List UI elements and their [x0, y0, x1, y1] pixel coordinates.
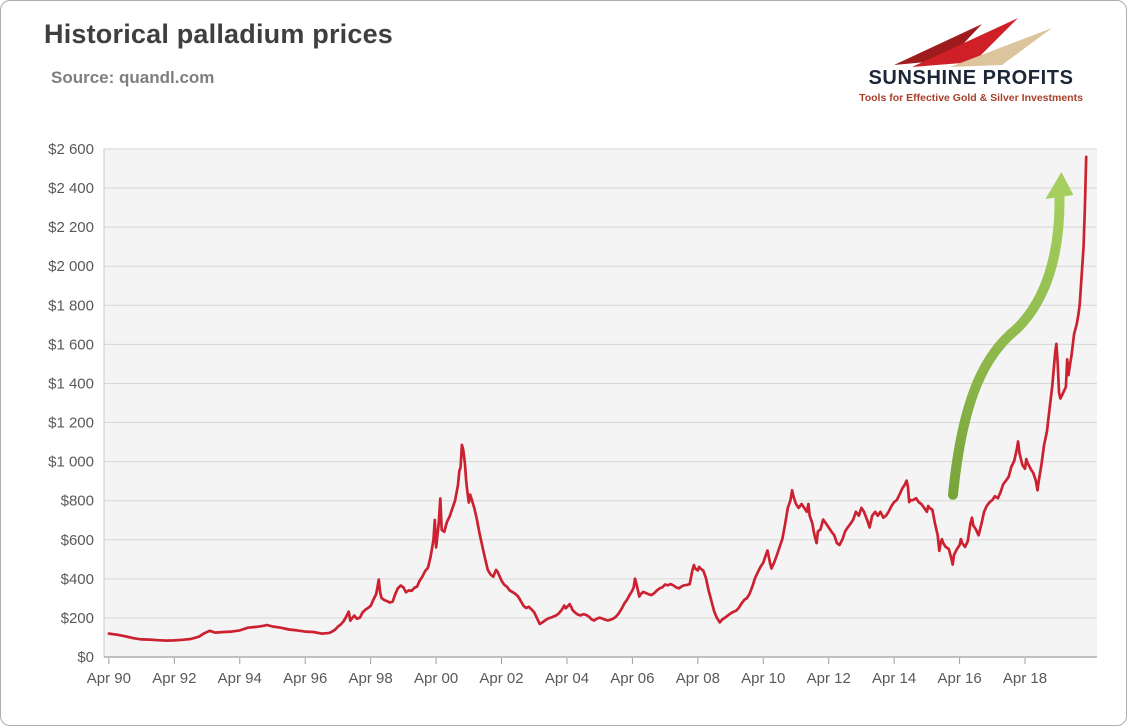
- logo-word-sunshine: SUNSHINE: [868, 67, 977, 89]
- x-tick-label: Apr 14: [872, 670, 916, 687]
- page-title: Historical palladium prices: [44, 19, 394, 49]
- logo-tagline: Tools for Effective Gold & Silver Invest…: [859, 92, 1083, 104]
- logo-bolt-red: [912, 18, 1018, 67]
- x-tick-label: Apr 04: [545, 670, 589, 687]
- y-tick-label: $1 200: [48, 415, 94, 432]
- x-tick-label: Apr 94: [218, 670, 262, 687]
- chart-area: $0 $200 $400 $600 $800 $1 000 $1 200 $1 400 $1 6…: [9, 133, 1109, 698]
- y-tick-label: $2 600: [48, 141, 94, 158]
- y-tick-label: $200: [61, 610, 94, 627]
- y-tick-label: $2 200: [48, 219, 94, 236]
- x-tick-label: Apr 16: [937, 670, 981, 687]
- x-tick-label: Apr 18: [1003, 670, 1047, 687]
- logo-word-profits: PROFITS: [982, 67, 1074, 89]
- logo-wordmark: SUNSHINE PROFITS: [846, 67, 1096, 90]
- x-tick-label: Apr 90: [87, 670, 131, 687]
- trend-arrow: [948, 187, 1065, 500]
- y-tick-label: $2 400: [48, 180, 94, 197]
- y-tick-label: $1 000: [48, 454, 94, 471]
- y-tick-label: $400: [61, 571, 94, 588]
- x-tick-label: Apr 08: [676, 670, 720, 687]
- palladium-price-chart: $0 $200 $400 $600 $800 $1 000 $1 200 $1 400 $1 6…: [48, 141, 1097, 687]
- x-tick-label: Apr 98: [349, 670, 393, 687]
- y-tick-label: $1 400: [48, 375, 94, 392]
- x-tick-label: Apr 00: [414, 670, 458, 687]
- y-tick-label: $1 800: [48, 297, 94, 314]
- x-tick-label: Apr 06: [610, 670, 654, 687]
- y-tick-label: $600: [61, 532, 94, 549]
- sunshine-profits-logo: SUNSHINE PROFITS Tools for Effective Gold…: [846, 17, 1096, 104]
- y-tick-label: $1 600: [48, 336, 94, 353]
- trend-arrow-head: [1045, 172, 1074, 199]
- plot-area: [104, 149, 1097, 657]
- y-tick-label: $2 000: [48, 258, 94, 275]
- x-tick-label: Apr 12: [807, 670, 851, 687]
- x-tick-label: Apr 10: [741, 670, 785, 687]
- logo-bolts-icon: [894, 18, 1052, 67]
- source-label: Source: quandl.com: [51, 68, 215, 87]
- x-tick-label: Apr 92: [152, 670, 196, 687]
- x-tick-label: Apr 96: [283, 670, 327, 687]
- logo-bolt-dark: [894, 24, 982, 65]
- y-tick-label: $800: [61, 493, 94, 510]
- x-tick-label: Apr 02: [479, 670, 523, 687]
- logo-bolt-tan: [950, 28, 1052, 67]
- price-line: [107, 155, 1088, 642]
- y-tick-label: $0: [77, 649, 94, 666]
